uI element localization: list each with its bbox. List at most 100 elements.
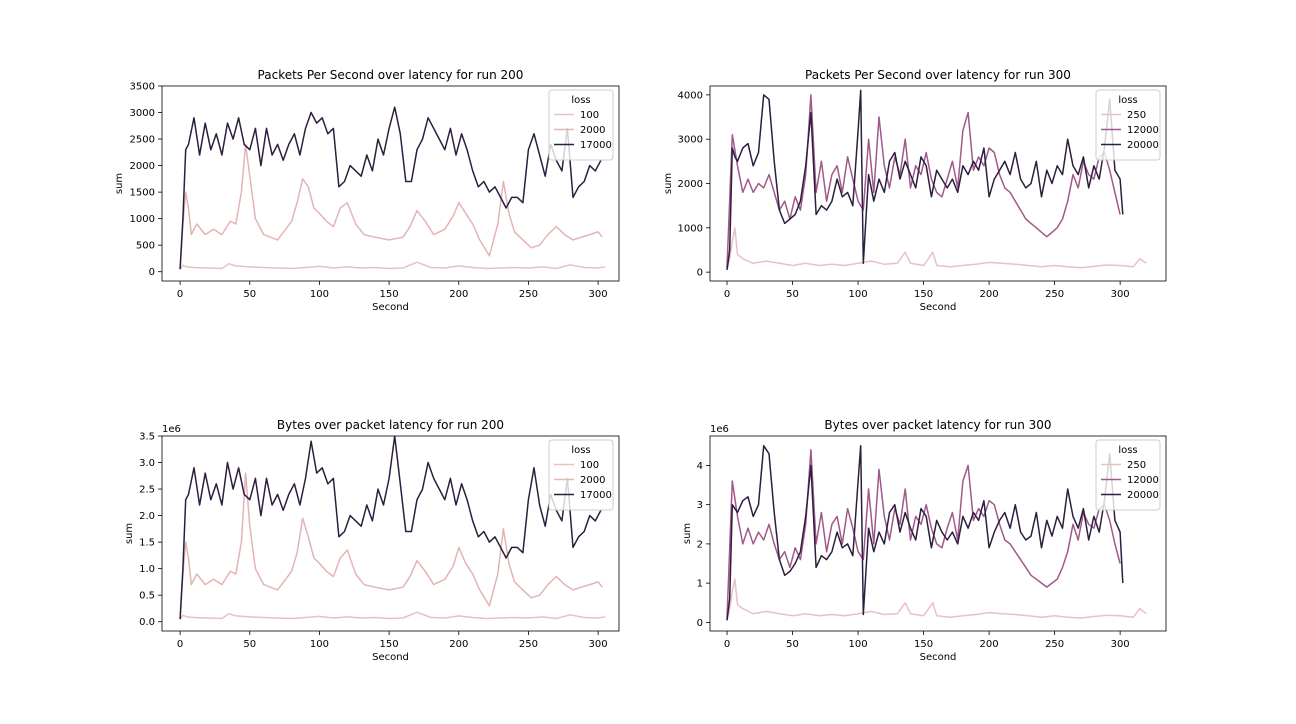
y-tick-label: 2 bbox=[697, 539, 703, 550]
y-axis-label: sum bbox=[124, 523, 135, 544]
x-tick-label: 0 bbox=[177, 289, 183, 300]
x-tick-label: 100 bbox=[310, 289, 329, 300]
series-line-17000 bbox=[179, 436, 602, 620]
x-tick-label: 300 bbox=[589, 639, 608, 650]
x-tick-label: 300 bbox=[589, 289, 608, 300]
legend: loss 250 12000 20000 bbox=[1095, 89, 1161, 161]
x-tick-label: 0 bbox=[724, 289, 730, 300]
y-tick-label: 0 bbox=[149, 267, 155, 278]
x-tick-label: 250 bbox=[1045, 639, 1064, 650]
legend: loss 100 2000 17000 bbox=[548, 89, 614, 161]
y-tick-label: 1000 bbox=[130, 214, 155, 225]
x-tick-label: 150 bbox=[914, 639, 933, 650]
series-line-17000 bbox=[179, 106, 602, 270]
y-tick-label: 3.0 bbox=[139, 458, 155, 469]
x-axis-label: Second bbox=[920, 302, 957, 313]
y-scale-label: 1e6 bbox=[710, 424, 729, 435]
legend-entry: 17000 bbox=[580, 140, 612, 151]
y-tick-label: 3 bbox=[697, 500, 703, 511]
y-tick-label: 1.5 bbox=[139, 538, 155, 549]
y-tick-label: 3500 bbox=[130, 82, 155, 93]
x-tick-label: 100 bbox=[310, 639, 329, 650]
legend-entry: 2000 bbox=[580, 125, 605, 136]
chart-title: Bytes over packet latency for run 200 bbox=[277, 418, 504, 432]
legend-entry: 20000 bbox=[1127, 140, 1159, 151]
plot-frame bbox=[161, 435, 620, 632]
series-line-2000 bbox=[179, 472, 603, 620]
y-tick-label: 1.0 bbox=[139, 564, 155, 575]
legend-entry: 100 bbox=[580, 110, 599, 121]
x-tick-label: 150 bbox=[380, 289, 399, 300]
chart-1: 0 50 100 150 200 250 3000500100015002000250030… bbox=[114, 68, 620, 313]
x-tick-label: 300 bbox=[1111, 289, 1130, 300]
y-axis-label: sum bbox=[682, 523, 693, 544]
series-line-100 bbox=[179, 611, 606, 621]
y-tick-label: 2000 bbox=[678, 179, 703, 190]
x-tick-label: 0 bbox=[177, 639, 183, 650]
legend-box bbox=[548, 89, 614, 161]
y-tick-label: 0 bbox=[697, 618, 703, 629]
y-tick-label: 1500 bbox=[130, 188, 155, 199]
series-group bbox=[179, 106, 606, 271]
series-line-250 bbox=[726, 227, 1147, 271]
x-tick-label: 50 bbox=[243, 639, 256, 650]
x-axis-label: Second bbox=[920, 652, 957, 663]
y-tick-label: 2.5 bbox=[139, 485, 155, 496]
series-line-20000 bbox=[726, 445, 1124, 621]
legend-entry: 250 bbox=[1127, 460, 1146, 471]
x-axis-label: Second bbox=[372, 302, 409, 313]
series-line-12000 bbox=[726, 94, 1121, 268]
series-group bbox=[179, 436, 606, 621]
legend-entry: 12000 bbox=[1127, 475, 1159, 486]
x-tick-label: 250 bbox=[519, 289, 538, 300]
y-tick-label: 1 bbox=[697, 579, 703, 590]
x-tick-label: 250 bbox=[1045, 289, 1064, 300]
x-tick-label: 0 bbox=[724, 639, 730, 650]
legend-title: loss bbox=[1118, 445, 1137, 456]
legend-box bbox=[548, 439, 614, 511]
legend: loss 100 2000 17000 bbox=[548, 439, 614, 511]
legend-entry: 20000 bbox=[1127, 490, 1159, 501]
plot-frame bbox=[161, 85, 620, 282]
x-tick-label: 200 bbox=[449, 639, 468, 650]
legend-entry: 250 bbox=[1127, 110, 1146, 121]
legend: loss 250 12000 20000 bbox=[1095, 439, 1161, 511]
legend-title: loss bbox=[571, 95, 590, 106]
y-tick-label: 1000 bbox=[678, 223, 703, 234]
x-axis-label: Second bbox=[372, 652, 409, 663]
series-line-12000 bbox=[726, 448, 1121, 619]
y-tick-label: 0.5 bbox=[139, 591, 155, 602]
x-tick-label: 200 bbox=[980, 289, 999, 300]
series-line-250 bbox=[726, 578, 1147, 621]
y-tick-label: 500 bbox=[136, 241, 155, 252]
legend-entry: 12000 bbox=[1127, 125, 1159, 136]
legend-box bbox=[1095, 89, 1161, 161]
y-tick-label: 4 bbox=[697, 461, 703, 472]
plot-frame bbox=[709, 435, 1167, 632]
legend-title: loss bbox=[571, 445, 590, 456]
series-group bbox=[726, 89, 1147, 271]
legend-box bbox=[1095, 439, 1161, 511]
x-tick-label: 100 bbox=[849, 639, 868, 650]
chart-title: Bytes over packet latency for run 300 bbox=[824, 418, 1051, 432]
legend-title: loss bbox=[1118, 95, 1137, 106]
y-tick-label: 3000 bbox=[678, 135, 703, 146]
y-tick-label: 2000 bbox=[130, 161, 155, 172]
x-tick-label: 200 bbox=[449, 289, 468, 300]
chart-2: 0 50 100 150 200 250 30001000200030004000Packe… bbox=[663, 68, 1167, 313]
y-scale-label: 1e6 bbox=[162, 424, 181, 435]
y-tick-label: 4000 bbox=[678, 90, 703, 101]
x-tick-label: 300 bbox=[1111, 639, 1130, 650]
x-tick-label: 50 bbox=[786, 639, 799, 650]
x-tick-label: 100 bbox=[849, 289, 868, 300]
chart-4: 0 50 100 150 200 250 300 0 1 2 3 4 Bytes over packet… bbox=[682, 418, 1167, 663]
legend-entry: 17000 bbox=[580, 490, 612, 501]
y-tick-label: 2.0 bbox=[139, 511, 155, 522]
series-line-2000 bbox=[179, 143, 603, 270]
y-axis-label: sum bbox=[663, 173, 674, 194]
y-axis-label: sum bbox=[114, 173, 125, 194]
x-tick-label: 150 bbox=[914, 289, 933, 300]
series-group bbox=[726, 445, 1147, 621]
